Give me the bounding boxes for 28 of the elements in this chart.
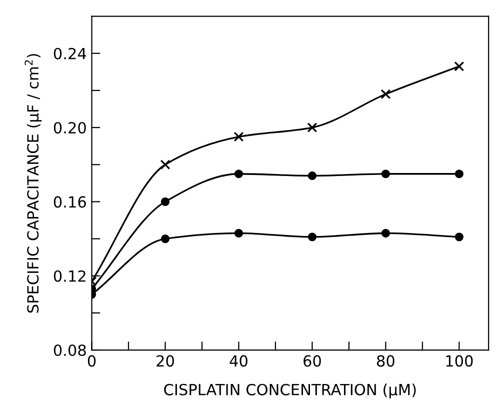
point [234,228,244,238]
y-tick-label: 0.16 [54,196,86,208]
point [308,171,317,180]
y-tick-label: 0.12 [54,270,86,282]
y-tick-label: 0.08 [54,344,86,356]
x-tick-label: 40 [230,355,248,367]
point [160,234,170,244]
point [234,132,244,142]
x-tick-label: 0 [88,355,96,367]
y-tick-label: 0.24 [54,48,86,60]
point [160,197,170,206]
y-tick-label: 0.20 [54,122,86,134]
x-tick-label: 80 [377,355,394,367]
point [454,61,464,72]
y-axis-title: SPECIFIC CAPACITANCE (μF / cm$^{2}$) [24,54,42,313]
point [160,160,170,170]
point [454,170,464,178]
point [234,170,244,178]
point [307,122,318,133]
x-tick-label: 60 [304,355,321,367]
x-tick-label: 20 [156,355,174,367]
point [380,89,391,100]
point [381,170,390,178]
point [454,232,464,242]
point [381,228,390,238]
x-axis-title: CISPLATIN CONCENTRATION (μM) [164,384,416,398]
x-tick-label: 100 [446,355,473,367]
point [308,232,317,242]
